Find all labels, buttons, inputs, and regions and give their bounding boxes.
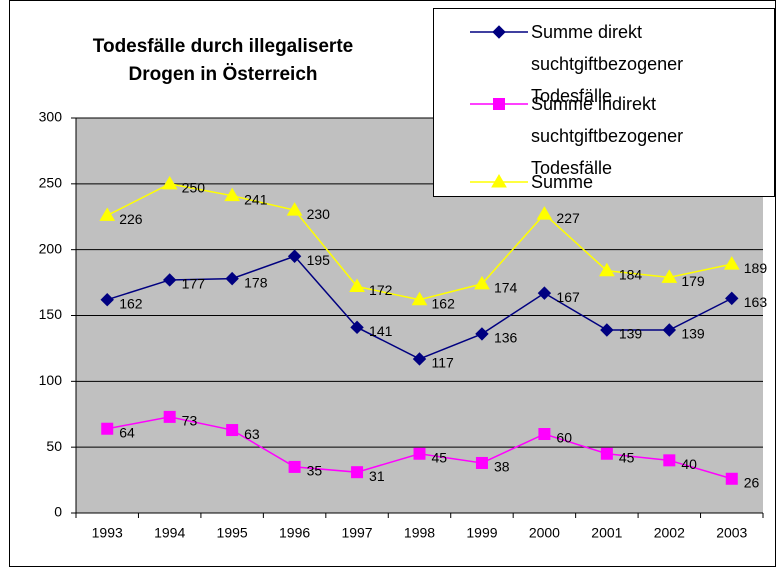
data-label: 38	[494, 459, 510, 475]
marker	[412, 352, 427, 366]
data-label: 26	[744, 474, 760, 490]
marker	[725, 291, 739, 306]
data-label: 60	[556, 430, 572, 446]
marker	[350, 320, 364, 335]
x-tick-label: 1993	[92, 525, 123, 541]
data-label: 35	[307, 463, 323, 479]
y-tick-label: 200	[39, 240, 63, 256]
data-label: 177	[182, 276, 206, 292]
marker	[493, 98, 505, 110]
marker	[536, 206, 553, 220]
data-label: 167	[556, 289, 580, 305]
data-label: 184	[619, 266, 643, 282]
marker	[475, 327, 489, 341]
y-tick-label: 100	[39, 372, 63, 388]
marker	[661, 269, 678, 283]
marker	[351, 466, 364, 479]
legend-label-box: Summe direkt suchtgiftbezogener Todesfäl…	[531, 22, 684, 106]
legend-label-box: Summe indirekt suchtgiftbezogener Todesf…	[531, 94, 684, 178]
x-tick-label: 2000	[529, 525, 560, 541]
x-tick-label: 1994	[154, 525, 185, 541]
data-label: 117	[432, 355, 455, 371]
data-label: 45	[432, 449, 448, 465]
data-label: 230	[307, 206, 331, 222]
data-label: 241	[244, 191, 268, 207]
x-tick-label: 1996	[279, 525, 310, 541]
data-label: 40	[681, 456, 697, 472]
data-label: 174	[494, 280, 518, 296]
marker	[413, 447, 426, 460]
marker	[475, 456, 488, 469]
marker	[538, 428, 551, 440]
x-tick-label: 2001	[591, 525, 622, 541]
legend-box	[433, 8, 775, 197]
data-label: 136	[494, 330, 518, 346]
legend-label: Summe indirekt suchtgiftbezogener Todesf…	[531, 94, 684, 178]
legend-label: Summe direkt suchtgiftbezogener Todesfäl…	[531, 22, 684, 106]
chart-title: Todesfälle durch illegaliserte	[93, 36, 353, 57]
data-label: 63	[244, 426, 260, 442]
marker	[225, 271, 239, 286]
y-tick-label: 0	[54, 504, 62, 520]
marker	[725, 472, 738, 485]
marker	[161, 175, 178, 190]
data-label: 163	[744, 294, 768, 310]
marker	[600, 323, 614, 337]
marker	[288, 460, 301, 473]
marker	[101, 422, 114, 435]
marker	[492, 25, 506, 39]
marker	[537, 286, 552, 300]
marker	[474, 275, 490, 290]
y-tick-label: 250	[39, 175, 63, 191]
data-label: 226	[119, 211, 143, 227]
data-label: 141	[369, 323, 393, 339]
x-tick-label: 1995	[217, 525, 248, 541]
marker	[100, 292, 114, 307]
marker	[226, 424, 239, 437]
marker	[662, 323, 677, 337]
marker	[663, 454, 676, 467]
data-label: 189	[744, 260, 768, 276]
data-label: 162	[119, 295, 143, 311]
data-label: 31	[369, 468, 385, 484]
marker	[411, 291, 428, 306]
chart-title: Drogen in Österreich	[129, 64, 318, 85]
data-label: 195	[307, 252, 331, 268]
x-tick-label: 2002	[654, 525, 685, 541]
marker	[224, 187, 241, 202]
marker	[286, 202, 303, 216]
data-label: 250	[182, 180, 206, 196]
marker	[491, 174, 507, 188]
marker	[598, 262, 615, 277]
data-label: 73	[182, 413, 198, 429]
data-label: 179	[681, 273, 705, 289]
legend-label-box: Summe	[531, 172, 594, 192]
data-label: 139	[619, 326, 643, 342]
legend-label: Summe	[531, 172, 594, 192]
data-label: 64	[119, 424, 135, 440]
y-tick-label: 50	[46, 438, 62, 454]
marker	[99, 207, 116, 221]
marker	[349, 278, 365, 293]
x-tick-label: 1998	[404, 525, 435, 541]
y-tick-label: 300	[39, 109, 63, 125]
y-tick-label: 150	[39, 306, 63, 322]
marker	[600, 447, 613, 460]
marker	[162, 273, 177, 287]
x-tick-label: 2003	[716, 525, 747, 541]
data-label: 227	[556, 210, 580, 226]
data-label: 139	[681, 326, 705, 342]
data-label: 162	[432, 295, 456, 311]
marker	[287, 249, 302, 263]
x-tick-label: 1997	[341, 525, 372, 541]
marker	[163, 410, 176, 423]
data-label: 172	[369, 282, 393, 298]
x-tick-label: 1999	[466, 525, 497, 541]
data-label: 45	[619, 449, 635, 465]
data-label: 178	[244, 274, 268, 290]
marker	[723, 256, 740, 270]
